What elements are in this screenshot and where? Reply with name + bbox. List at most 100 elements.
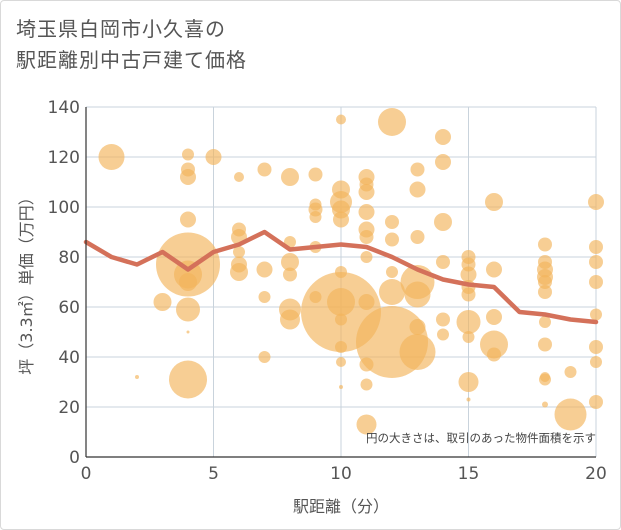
- x-tick-label: 20: [585, 464, 607, 484]
- y-tick-label: 20: [58, 398, 80, 418]
- bubble-point: [538, 275, 552, 289]
- title-line-2: 駅距離別中古戸建て価格: [16, 48, 247, 72]
- axes: [85, 107, 596, 458]
- bubble-point: [378, 108, 406, 136]
- bubble-point: [257, 162, 272, 177]
- title-line-1: 埼玉県白岡市小久喜の: [16, 17, 226, 41]
- bubble-point: [234, 172, 244, 182]
- bubble-point: [233, 246, 245, 258]
- bubble-point: [590, 308, 602, 321]
- x-tick-label: 10: [330, 464, 352, 484]
- bubble-point: [335, 341, 347, 353]
- trend-line-group: [83, 229, 599, 325]
- y-tick-label: 40: [58, 348, 80, 368]
- bubble-point: [486, 261, 502, 278]
- bubble-series: [98, 108, 604, 435]
- bubble-point: [589, 255, 603, 269]
- bubble-point: [404, 281, 431, 308]
- bubble-point: [410, 162, 425, 177]
- chart-title: 埼玉県白岡市小久喜の 駅距離別中古戸建て価格: [16, 14, 247, 76]
- y-tick-label: 0: [69, 448, 80, 468]
- bubble-point: [542, 401, 548, 408]
- y-tick-label: 120: [48, 148, 80, 168]
- bubble-point: [283, 267, 297, 282]
- bubble-point: [186, 330, 190, 334]
- bubble-point: [434, 213, 452, 231]
- x-axis-label: 駅距離（分）: [293, 497, 389, 516]
- bubble-point: [538, 337, 552, 352]
- bubble-point: [360, 378, 373, 391]
- bubble-point: [485, 193, 503, 211]
- bubble-point: [153, 293, 172, 311]
- bubble-point: [386, 266, 398, 278]
- bubble-point: [379, 279, 405, 305]
- bubble-point: [539, 373, 551, 386]
- bubble-point: [436, 312, 450, 327]
- bubble-point: [182, 148, 194, 161]
- bubble-point: [486, 309, 502, 325]
- x-tick-label: 0: [81, 464, 92, 484]
- bubble-point: [281, 168, 299, 186]
- bubble-point: [461, 287, 476, 302]
- y-tick-label: 60: [58, 298, 80, 318]
- bubble-point: [258, 351, 271, 363]
- bubble-point: [409, 181, 426, 198]
- x-tick-label: 15: [458, 464, 480, 484]
- bubble-point: [460, 266, 477, 283]
- bubble-point: [385, 232, 399, 247]
- bubble-point: [554, 398, 587, 431]
- bubble-point: [437, 328, 449, 341]
- bubble-point: [309, 211, 322, 223]
- bubble-point: [358, 184, 375, 200]
- bubble-point: [336, 114, 346, 125]
- bubble-point: [436, 255, 450, 269]
- size-note: 円の大きさは、取引のあった物件面積を示す: [366, 431, 596, 445]
- bubble-point: [564, 366, 577, 378]
- bubble-point: [258, 291, 271, 303]
- bubble-point: [456, 310, 481, 334]
- bubble-point: [435, 154, 451, 170]
- bubble-point: [256, 261, 273, 278]
- bubble-point: [435, 129, 451, 145]
- bubble-point: [487, 347, 501, 362]
- bubble-point: [385, 215, 399, 229]
- y-tick-label: 140: [48, 98, 80, 118]
- bubble-point: [538, 285, 552, 299]
- bubble-point: [539, 316, 551, 328]
- bubble-point: [336, 357, 346, 367]
- bubble-point: [339, 385, 343, 389]
- bubble-point: [308, 167, 323, 182]
- y-axis-label: 坪（3.3㎡）単価（万円）: [17, 189, 36, 374]
- bubble-point: [589, 275, 603, 289]
- bubble-point: [359, 230, 374, 244]
- tick-labels: 0 20 40 60 80 100 120 140 0 5 10 15 20: [48, 98, 607, 484]
- bubble-point: [176, 297, 200, 322]
- bubble-point: [458, 372, 479, 392]
- bubble-point: [358, 204, 375, 220]
- bubble-point: [466, 397, 471, 402]
- bubble-point: [281, 253, 299, 271]
- bubble-point: [230, 263, 248, 281]
- y-tick-label: 100: [48, 198, 80, 218]
- bubble-point: [589, 240, 603, 254]
- bubble-point: [280, 309, 300, 330]
- bubble-point: [399, 334, 436, 370]
- y-tick-label: 80: [58, 248, 80, 268]
- bubble-point: [462, 331, 475, 343]
- x-tick-label: 5: [208, 464, 219, 484]
- bubble-point: [205, 149, 222, 165]
- bubble-point: [410, 230, 425, 244]
- bubble-point: [589, 340, 603, 354]
- bubble-point: [169, 360, 207, 399]
- bubble-point: [327, 288, 355, 316]
- bubble-point: [538, 237, 552, 252]
- bubble-point: [589, 395, 603, 409]
- bubble-point: [356, 414, 377, 435]
- bubble-point: [180, 211, 196, 228]
- bubble-point: [180, 169, 196, 185]
- bubble-point: [409, 319, 426, 335]
- bubble-point: [98, 144, 125, 170]
- bubble-point: [360, 251, 373, 263]
